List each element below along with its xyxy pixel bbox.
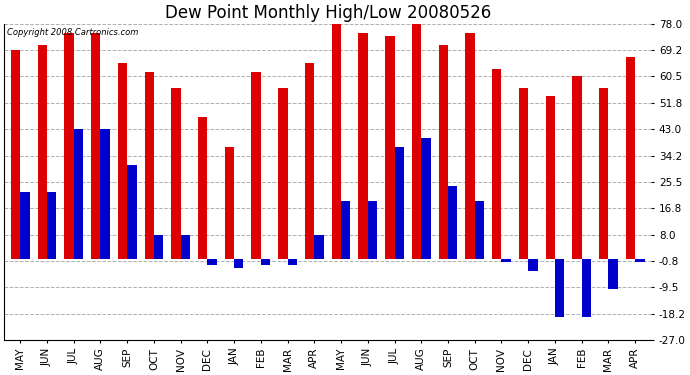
Bar <box>198 117 208 259</box>
Bar <box>555 259 564 318</box>
Bar <box>118 63 127 259</box>
Bar <box>74 129 83 259</box>
Bar <box>358 33 368 259</box>
Bar <box>626 57 635 259</box>
Bar <box>171 88 181 259</box>
Bar <box>225 147 234 259</box>
Bar <box>385 36 395 259</box>
Bar <box>599 88 609 259</box>
Bar <box>395 147 404 259</box>
Bar <box>208 259 217 265</box>
Bar <box>127 165 137 259</box>
Bar <box>609 259 618 289</box>
Bar <box>332 24 341 259</box>
Bar <box>315 235 324 259</box>
Bar <box>37 45 47 259</box>
Bar <box>502 259 511 262</box>
Bar <box>144 72 154 259</box>
Bar <box>181 235 190 259</box>
Bar <box>154 235 164 259</box>
Bar <box>422 138 431 259</box>
Bar <box>529 259 538 271</box>
Bar <box>519 88 529 259</box>
Bar <box>251 72 261 259</box>
Bar <box>635 259 644 262</box>
Bar <box>91 33 101 259</box>
Bar <box>582 259 591 318</box>
Bar <box>412 24 422 259</box>
Text: Copyright 2008 Cartronics.com: Copyright 2008 Cartronics.com <box>8 28 139 38</box>
Bar <box>465 33 475 259</box>
Bar <box>278 88 288 259</box>
Bar <box>101 129 110 259</box>
Bar <box>20 192 30 259</box>
Bar <box>64 33 74 259</box>
Title: Dew Point Monthly High/Low 20080526: Dew Point Monthly High/Low 20080526 <box>164 4 491 22</box>
Bar <box>261 259 270 265</box>
Bar <box>475 201 484 259</box>
Bar <box>368 201 377 259</box>
Bar <box>492 69 502 259</box>
Bar <box>11 50 20 259</box>
Bar <box>47 192 57 259</box>
Bar <box>305 63 315 259</box>
Bar <box>341 201 351 259</box>
Bar <box>448 186 457 259</box>
Bar <box>546 96 555 259</box>
Bar <box>572 76 582 259</box>
Bar <box>234 259 244 268</box>
Bar <box>439 45 448 259</box>
Bar <box>288 259 297 265</box>
